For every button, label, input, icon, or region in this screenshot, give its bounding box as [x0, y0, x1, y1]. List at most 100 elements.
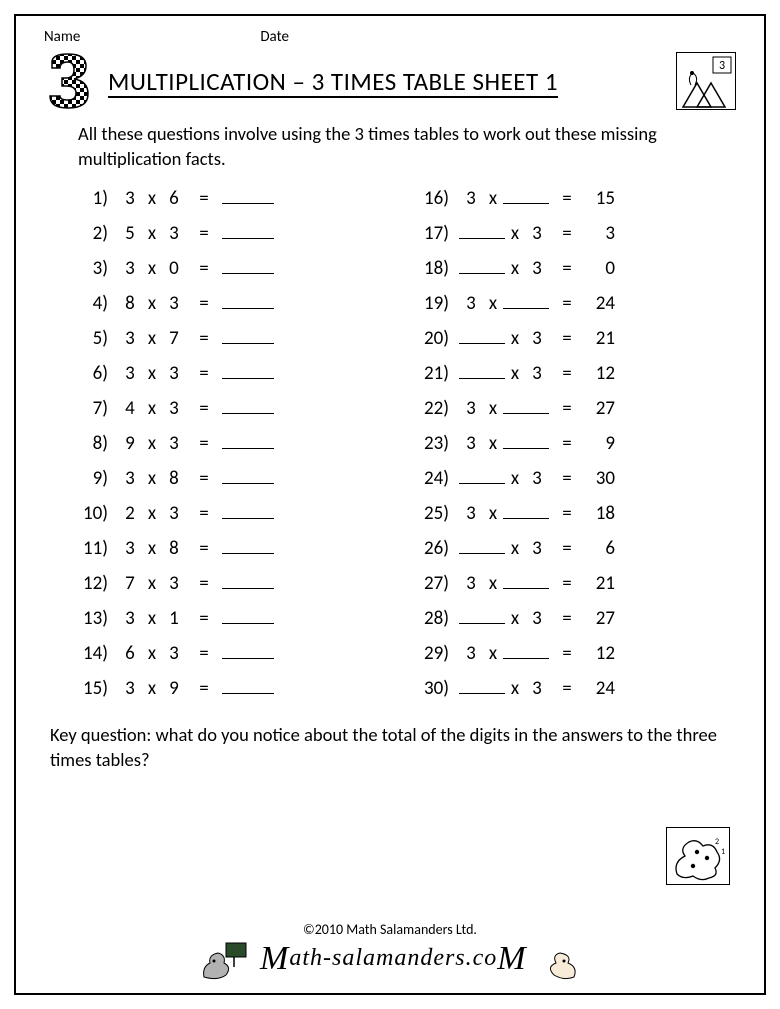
answer-blank[interactable] [222, 184, 274, 204]
operand-a: 6 [118, 642, 142, 665]
operator: x [142, 502, 162, 525]
equals-sign: = [549, 292, 585, 315]
answer-blank[interactable] [222, 499, 274, 519]
operand-b: 3 [162, 572, 186, 595]
operand-b-blank[interactable] [503, 289, 549, 309]
operand-a: 9 [118, 432, 142, 455]
question-number: 16) [419, 187, 459, 210]
question-row: 6)3x3= [78, 359, 395, 394]
operand-b-blank[interactable] [503, 499, 549, 519]
operand-a: 3 [118, 187, 142, 210]
equals-sign: = [186, 572, 222, 595]
question-number: 18) [419, 257, 459, 280]
name-date-line: Name Date [44, 28, 736, 46]
answer-blank[interactable] [222, 604, 274, 624]
question-number: 13) [78, 607, 118, 630]
answer-blank[interactable] [222, 464, 274, 484]
operator: x [483, 187, 503, 210]
operand-b-blank[interactable] [503, 184, 549, 204]
operator: x [505, 362, 525, 385]
question-row: 22)3x=27 [419, 394, 736, 429]
question-row: 7)4x3= [78, 394, 395, 429]
answer-blank[interactable] [222, 674, 274, 694]
question-row: 2)5x3= [78, 219, 395, 254]
answer-blank[interactable] [222, 324, 274, 344]
operand-b: 7 [162, 327, 186, 350]
operand-a-blank[interactable] [459, 604, 505, 624]
operand-a-blank[interactable] [459, 674, 505, 694]
question-row: 1)3x6= [78, 184, 395, 219]
operand-b: 8 [162, 537, 186, 560]
badge-number: 3 [719, 59, 725, 73]
operator: x [505, 537, 525, 560]
operator: x [142, 257, 162, 280]
operand-b: 3 [525, 362, 549, 385]
operand-a: 3 [118, 362, 142, 385]
operand-a-blank[interactable] [459, 464, 505, 484]
salamander-left-icon [200, 941, 256, 981]
answer-blank[interactable] [222, 219, 274, 239]
corner-badge: 3 [676, 52, 736, 110]
worksheet-title: MULTIPLICATION – 3 TIMES TABLE SHEET 1 [108, 66, 662, 97]
operator: x [142, 362, 162, 385]
answer-blank[interactable] [222, 289, 274, 309]
question-row: 24)x3=30 [419, 464, 736, 499]
operand-a-blank[interactable] [459, 534, 505, 554]
equals-sign: = [186, 467, 222, 490]
equals-sign: = [549, 187, 585, 210]
equals-sign: = [186, 362, 222, 385]
result: 24 [585, 677, 615, 700]
equals-sign: = [186, 537, 222, 560]
question-row: 21)x3=12 [419, 359, 736, 394]
equals-sign: = [186, 607, 222, 630]
operator: x [505, 222, 525, 245]
operand-b-blank[interactable] [503, 394, 549, 414]
result: 6 [585, 537, 615, 560]
question-row: 17)x3=3 [419, 219, 736, 254]
answer-blank[interactable] [222, 639, 274, 659]
answer-blank[interactable] [222, 534, 274, 554]
operand-b: 3 [525, 607, 549, 630]
operand-a: 3 [118, 467, 142, 490]
operand-a-blank[interactable] [459, 219, 505, 239]
operand-a: 3 [118, 327, 142, 350]
operand-b-blank[interactable] [503, 569, 549, 589]
answer-blank[interactable] [222, 394, 274, 414]
answer-blank[interactable] [222, 359, 274, 379]
answer-blank[interactable] [222, 429, 274, 449]
operand-b: 3 [162, 222, 186, 245]
page-frame: Name Date MULTIPLICATION – 3 TIMES TABLE… [14, 14, 766, 995]
question-number: 25) [419, 502, 459, 525]
operand-b-blank[interactable] [503, 429, 549, 449]
operand-b: 3 [162, 397, 186, 420]
operand-a-blank[interactable] [459, 254, 505, 274]
equals-sign: = [549, 607, 585, 630]
operator: x [505, 467, 525, 490]
operator: x [505, 677, 525, 700]
equals-sign: = [549, 327, 585, 350]
question-row: 5)3x7= [78, 324, 395, 359]
question-row: 4)8x3= [78, 289, 395, 324]
operator: x [142, 642, 162, 665]
result: 15 [585, 187, 615, 210]
operand-b-blank[interactable] [503, 639, 549, 659]
equals-sign: = [186, 222, 222, 245]
question-number: 5) [78, 327, 118, 350]
equals-sign: = [186, 187, 222, 210]
equals-sign: = [549, 362, 585, 385]
question-number: 11) [78, 537, 118, 560]
question-number: 1) [78, 187, 118, 210]
operand-a-blank[interactable] [459, 324, 505, 344]
worksheet-page: Name Date MULTIPLICATION – 3 TIMES TABLE… [0, 0, 780, 1009]
svg-text:1: 1 [721, 847, 725, 857]
answer-blank[interactable] [222, 254, 274, 274]
operand-a-blank[interactable] [459, 359, 505, 379]
operator: x [483, 502, 503, 525]
result: 12 [585, 642, 615, 665]
operator: x [142, 572, 162, 595]
operand-a: 3 [118, 257, 142, 280]
footer: ©2010 Math Salamanders Ltd. Math-salaman… [16, 921, 764, 981]
equals-sign: = [549, 432, 585, 455]
answer-blank[interactable] [222, 569, 274, 589]
question-number: 3) [78, 257, 118, 280]
